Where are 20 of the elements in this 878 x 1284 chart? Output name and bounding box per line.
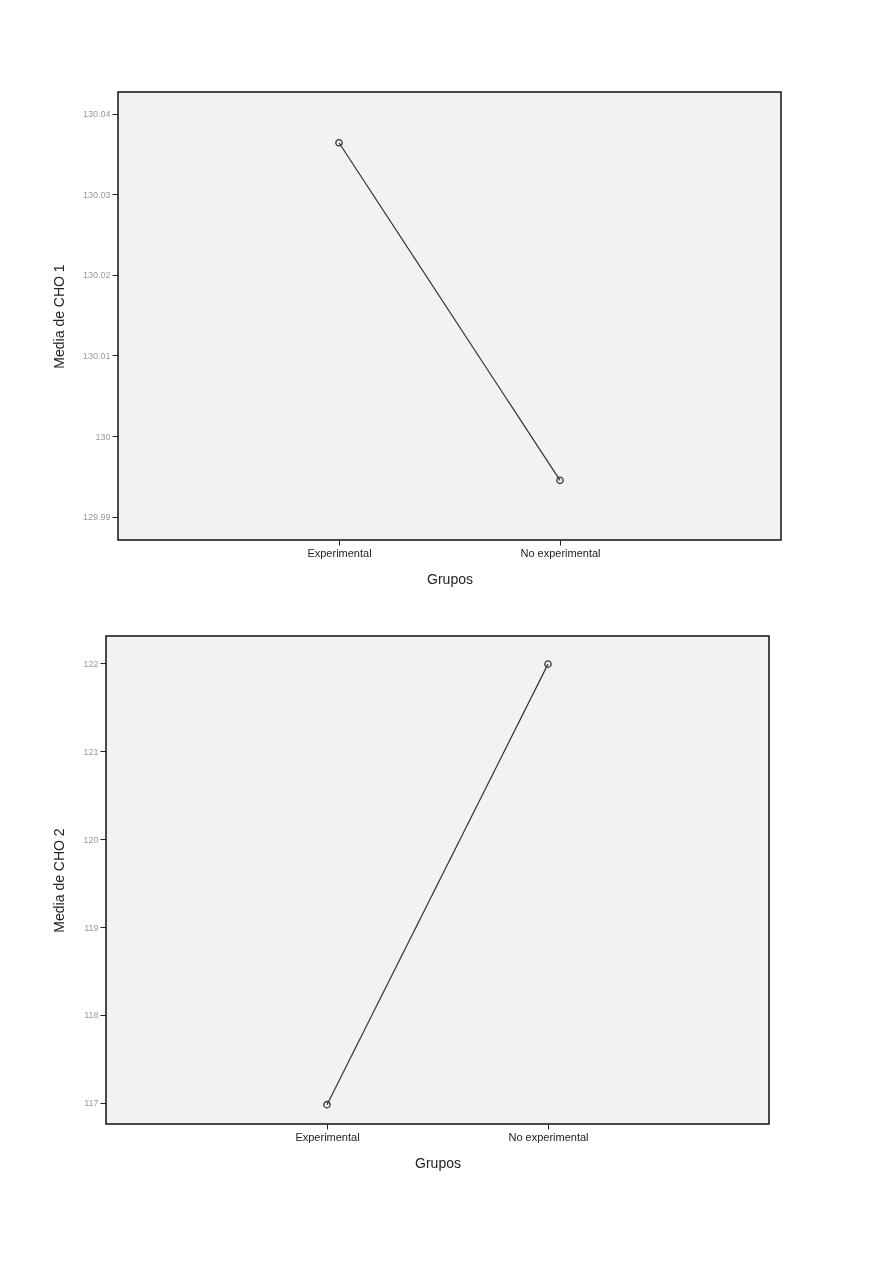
x-tick-label: No experimental bbox=[520, 546, 601, 559]
x-tick-label: Experimental bbox=[295, 1130, 360, 1143]
x-axis-title: Grupos bbox=[415, 1154, 461, 1171]
y-tick-label: 117 bbox=[84, 1098, 99, 1109]
y-axis-title: Media de CHO 1 bbox=[50, 264, 67, 369]
y-tick-label: 119 bbox=[84, 922, 99, 933]
x-tick-label: Experimental bbox=[307, 546, 372, 559]
y-tick-label: 130.04 bbox=[82, 109, 111, 120]
y-axis-title: Media de CHO 2 bbox=[51, 828, 68, 933]
y-tick-label: 122 bbox=[83, 658, 99, 669]
y-tick-label: 120 bbox=[83, 834, 99, 845]
y-tick-label: 130.02 bbox=[82, 270, 111, 281]
y-tick-label: 121 bbox=[83, 746, 99, 757]
x-tick-label: No experimental bbox=[508, 1130, 589, 1143]
y-tick-label: 130 bbox=[95, 431, 111, 442]
y-tick-label: 118 bbox=[84, 1010, 99, 1021]
y-tick-label: 130.03 bbox=[82, 189, 111, 200]
y-tick-label: 129.99 bbox=[82, 512, 111, 523]
x-axis-title: Grupos bbox=[427, 570, 473, 587]
y-tick-label: 130.01 bbox=[82, 350, 111, 361]
